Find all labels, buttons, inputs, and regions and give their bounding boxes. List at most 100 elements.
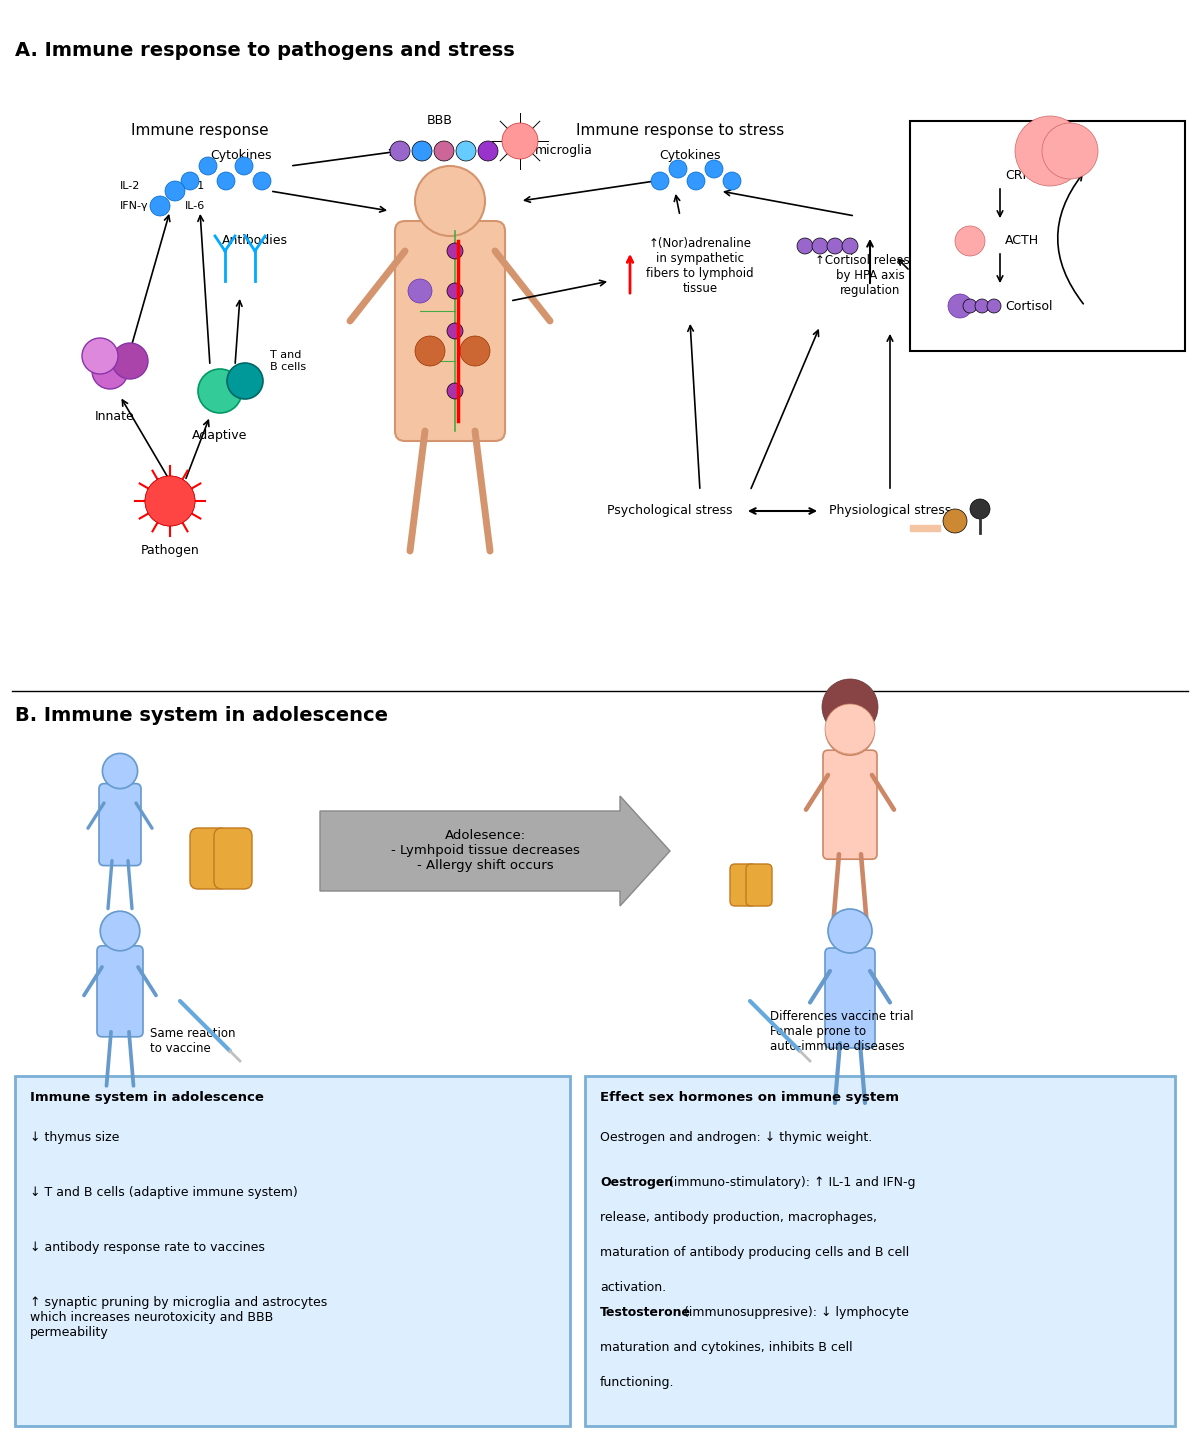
Circle shape bbox=[112, 342, 148, 379]
Circle shape bbox=[722, 173, 742, 190]
Text: Psychological stress: Psychological stress bbox=[607, 505, 733, 518]
Text: ↑ synaptic pruning by microglia and astrocytes
which increases neurotoxicity and: ↑ synaptic pruning by microglia and astr… bbox=[30, 1296, 328, 1339]
Circle shape bbox=[253, 173, 271, 190]
Circle shape bbox=[812, 238, 828, 254]
Circle shape bbox=[986, 299, 1001, 313]
Circle shape bbox=[456, 141, 476, 161]
Text: Pathogen: Pathogen bbox=[140, 544, 199, 557]
Text: Effect sex hormones on immune system: Effect sex hormones on immune system bbox=[600, 1091, 899, 1104]
FancyBboxPatch shape bbox=[214, 829, 252, 889]
Circle shape bbox=[822, 679, 878, 736]
Text: functioning.: functioning. bbox=[600, 1376, 674, 1389]
Circle shape bbox=[199, 157, 217, 176]
Circle shape bbox=[82, 338, 118, 374]
Circle shape bbox=[1042, 123, 1098, 178]
Circle shape bbox=[943, 509, 967, 533]
Circle shape bbox=[446, 242, 463, 258]
Circle shape bbox=[446, 283, 463, 299]
Text: (immunosuppresive): ↓ lymphocyte: (immunosuppresive): ↓ lymphocyte bbox=[680, 1306, 908, 1319]
Text: B. Immune system in adolescence: B. Immune system in adolescence bbox=[14, 707, 388, 726]
Text: Physiological stress: Physiological stress bbox=[829, 505, 952, 518]
Text: IL-2: IL-2 bbox=[120, 181, 140, 192]
Text: BBB: BBB bbox=[427, 115, 452, 128]
Circle shape bbox=[181, 173, 199, 190]
Circle shape bbox=[670, 160, 686, 178]
Circle shape bbox=[415, 165, 485, 237]
FancyBboxPatch shape bbox=[98, 784, 142, 866]
Circle shape bbox=[962, 299, 977, 313]
Circle shape bbox=[826, 707, 874, 755]
Circle shape bbox=[412, 141, 432, 161]
Text: ↑Cortisol released
by HPA axis
regulation: ↑Cortisol released by HPA axis regulatio… bbox=[815, 254, 925, 297]
FancyBboxPatch shape bbox=[730, 863, 756, 905]
FancyBboxPatch shape bbox=[746, 863, 772, 905]
Circle shape bbox=[102, 753, 138, 788]
Circle shape bbox=[408, 279, 432, 303]
Text: maturation and cytokines, inhibits B cell: maturation and cytokines, inhibits B cel… bbox=[600, 1341, 853, 1354]
FancyBboxPatch shape bbox=[586, 1077, 1175, 1426]
Circle shape bbox=[390, 141, 410, 161]
FancyBboxPatch shape bbox=[823, 750, 877, 859]
Circle shape bbox=[948, 295, 972, 318]
Circle shape bbox=[955, 226, 985, 255]
Circle shape bbox=[827, 238, 844, 254]
Text: Innate: Innate bbox=[95, 409, 134, 422]
Text: IFN-γ: IFN-γ bbox=[120, 202, 149, 210]
Circle shape bbox=[970, 499, 990, 519]
FancyBboxPatch shape bbox=[190, 829, 228, 889]
Circle shape bbox=[460, 337, 490, 366]
FancyBboxPatch shape bbox=[826, 948, 875, 1048]
Text: Immune system in adolescence: Immune system in adolescence bbox=[30, 1091, 264, 1104]
Text: ↓ thymus size: ↓ thymus size bbox=[30, 1130, 119, 1143]
Circle shape bbox=[145, 476, 194, 527]
FancyBboxPatch shape bbox=[395, 221, 505, 441]
Circle shape bbox=[101, 911, 140, 950]
Text: microglia: microglia bbox=[535, 145, 593, 158]
FancyBboxPatch shape bbox=[910, 120, 1186, 351]
Circle shape bbox=[434, 141, 454, 161]
Circle shape bbox=[446, 324, 463, 340]
Circle shape bbox=[974, 299, 989, 313]
Text: ↓ antibody response rate to vaccines: ↓ antibody response rate to vaccines bbox=[30, 1241, 265, 1254]
Text: ↓ T and B cells (adaptive immune system): ↓ T and B cells (adaptive immune system) bbox=[30, 1185, 298, 1199]
FancyArrow shape bbox=[320, 797, 670, 905]
Text: activation.: activation. bbox=[600, 1281, 666, 1294]
Text: IL-1: IL-1 bbox=[185, 181, 205, 192]
Circle shape bbox=[842, 238, 858, 254]
Text: T and
B cells: T and B cells bbox=[270, 350, 306, 371]
Circle shape bbox=[828, 908, 872, 953]
Circle shape bbox=[92, 353, 128, 389]
Text: Cytokines: Cytokines bbox=[210, 149, 271, 163]
Circle shape bbox=[198, 369, 242, 414]
Circle shape bbox=[166, 181, 185, 202]
Circle shape bbox=[650, 173, 670, 190]
Circle shape bbox=[145, 476, 194, 527]
Circle shape bbox=[502, 123, 538, 160]
FancyBboxPatch shape bbox=[97, 946, 143, 1037]
Text: ↑(Nor)adrenaline
in sympathetic
fibers to lymphoid
tissue: ↑(Nor)adrenaline in sympathetic fibers t… bbox=[646, 237, 754, 295]
Text: Oestrogen: Oestrogen bbox=[600, 1175, 673, 1188]
Text: IL-6: IL-6 bbox=[185, 202, 205, 210]
Circle shape bbox=[826, 704, 875, 755]
Text: (immuno-stimulatory): ↑ IL-1 and IFN-g: (immuno-stimulatory): ↑ IL-1 and IFN-g bbox=[665, 1175, 916, 1188]
Text: release, antibody production, macrophages,: release, antibody production, macrophage… bbox=[600, 1212, 877, 1225]
Circle shape bbox=[688, 173, 706, 190]
Text: CRH: CRH bbox=[1006, 170, 1032, 183]
Circle shape bbox=[706, 160, 722, 178]
Text: A. Immune response to pathogens and stress: A. Immune response to pathogens and stre… bbox=[14, 41, 515, 59]
Circle shape bbox=[1015, 116, 1085, 186]
Text: maturation of antibody producing cells and B cell: maturation of antibody producing cells a… bbox=[600, 1246, 910, 1259]
Circle shape bbox=[446, 383, 463, 399]
Text: Adaptive: Adaptive bbox=[192, 429, 247, 443]
Text: Immune response: Immune response bbox=[131, 123, 269, 138]
Text: Antibodies: Antibodies bbox=[222, 235, 288, 248]
FancyBboxPatch shape bbox=[14, 1077, 570, 1426]
Circle shape bbox=[478, 141, 498, 161]
Text: Cortisol: Cortisol bbox=[1006, 299, 1052, 312]
Circle shape bbox=[797, 238, 814, 254]
Circle shape bbox=[415, 337, 445, 366]
Bar bbox=[910, 525, 940, 531]
Text: Same reaction
to vaccine: Same reaction to vaccine bbox=[150, 1027, 235, 1055]
Circle shape bbox=[217, 173, 235, 190]
Circle shape bbox=[150, 196, 170, 216]
